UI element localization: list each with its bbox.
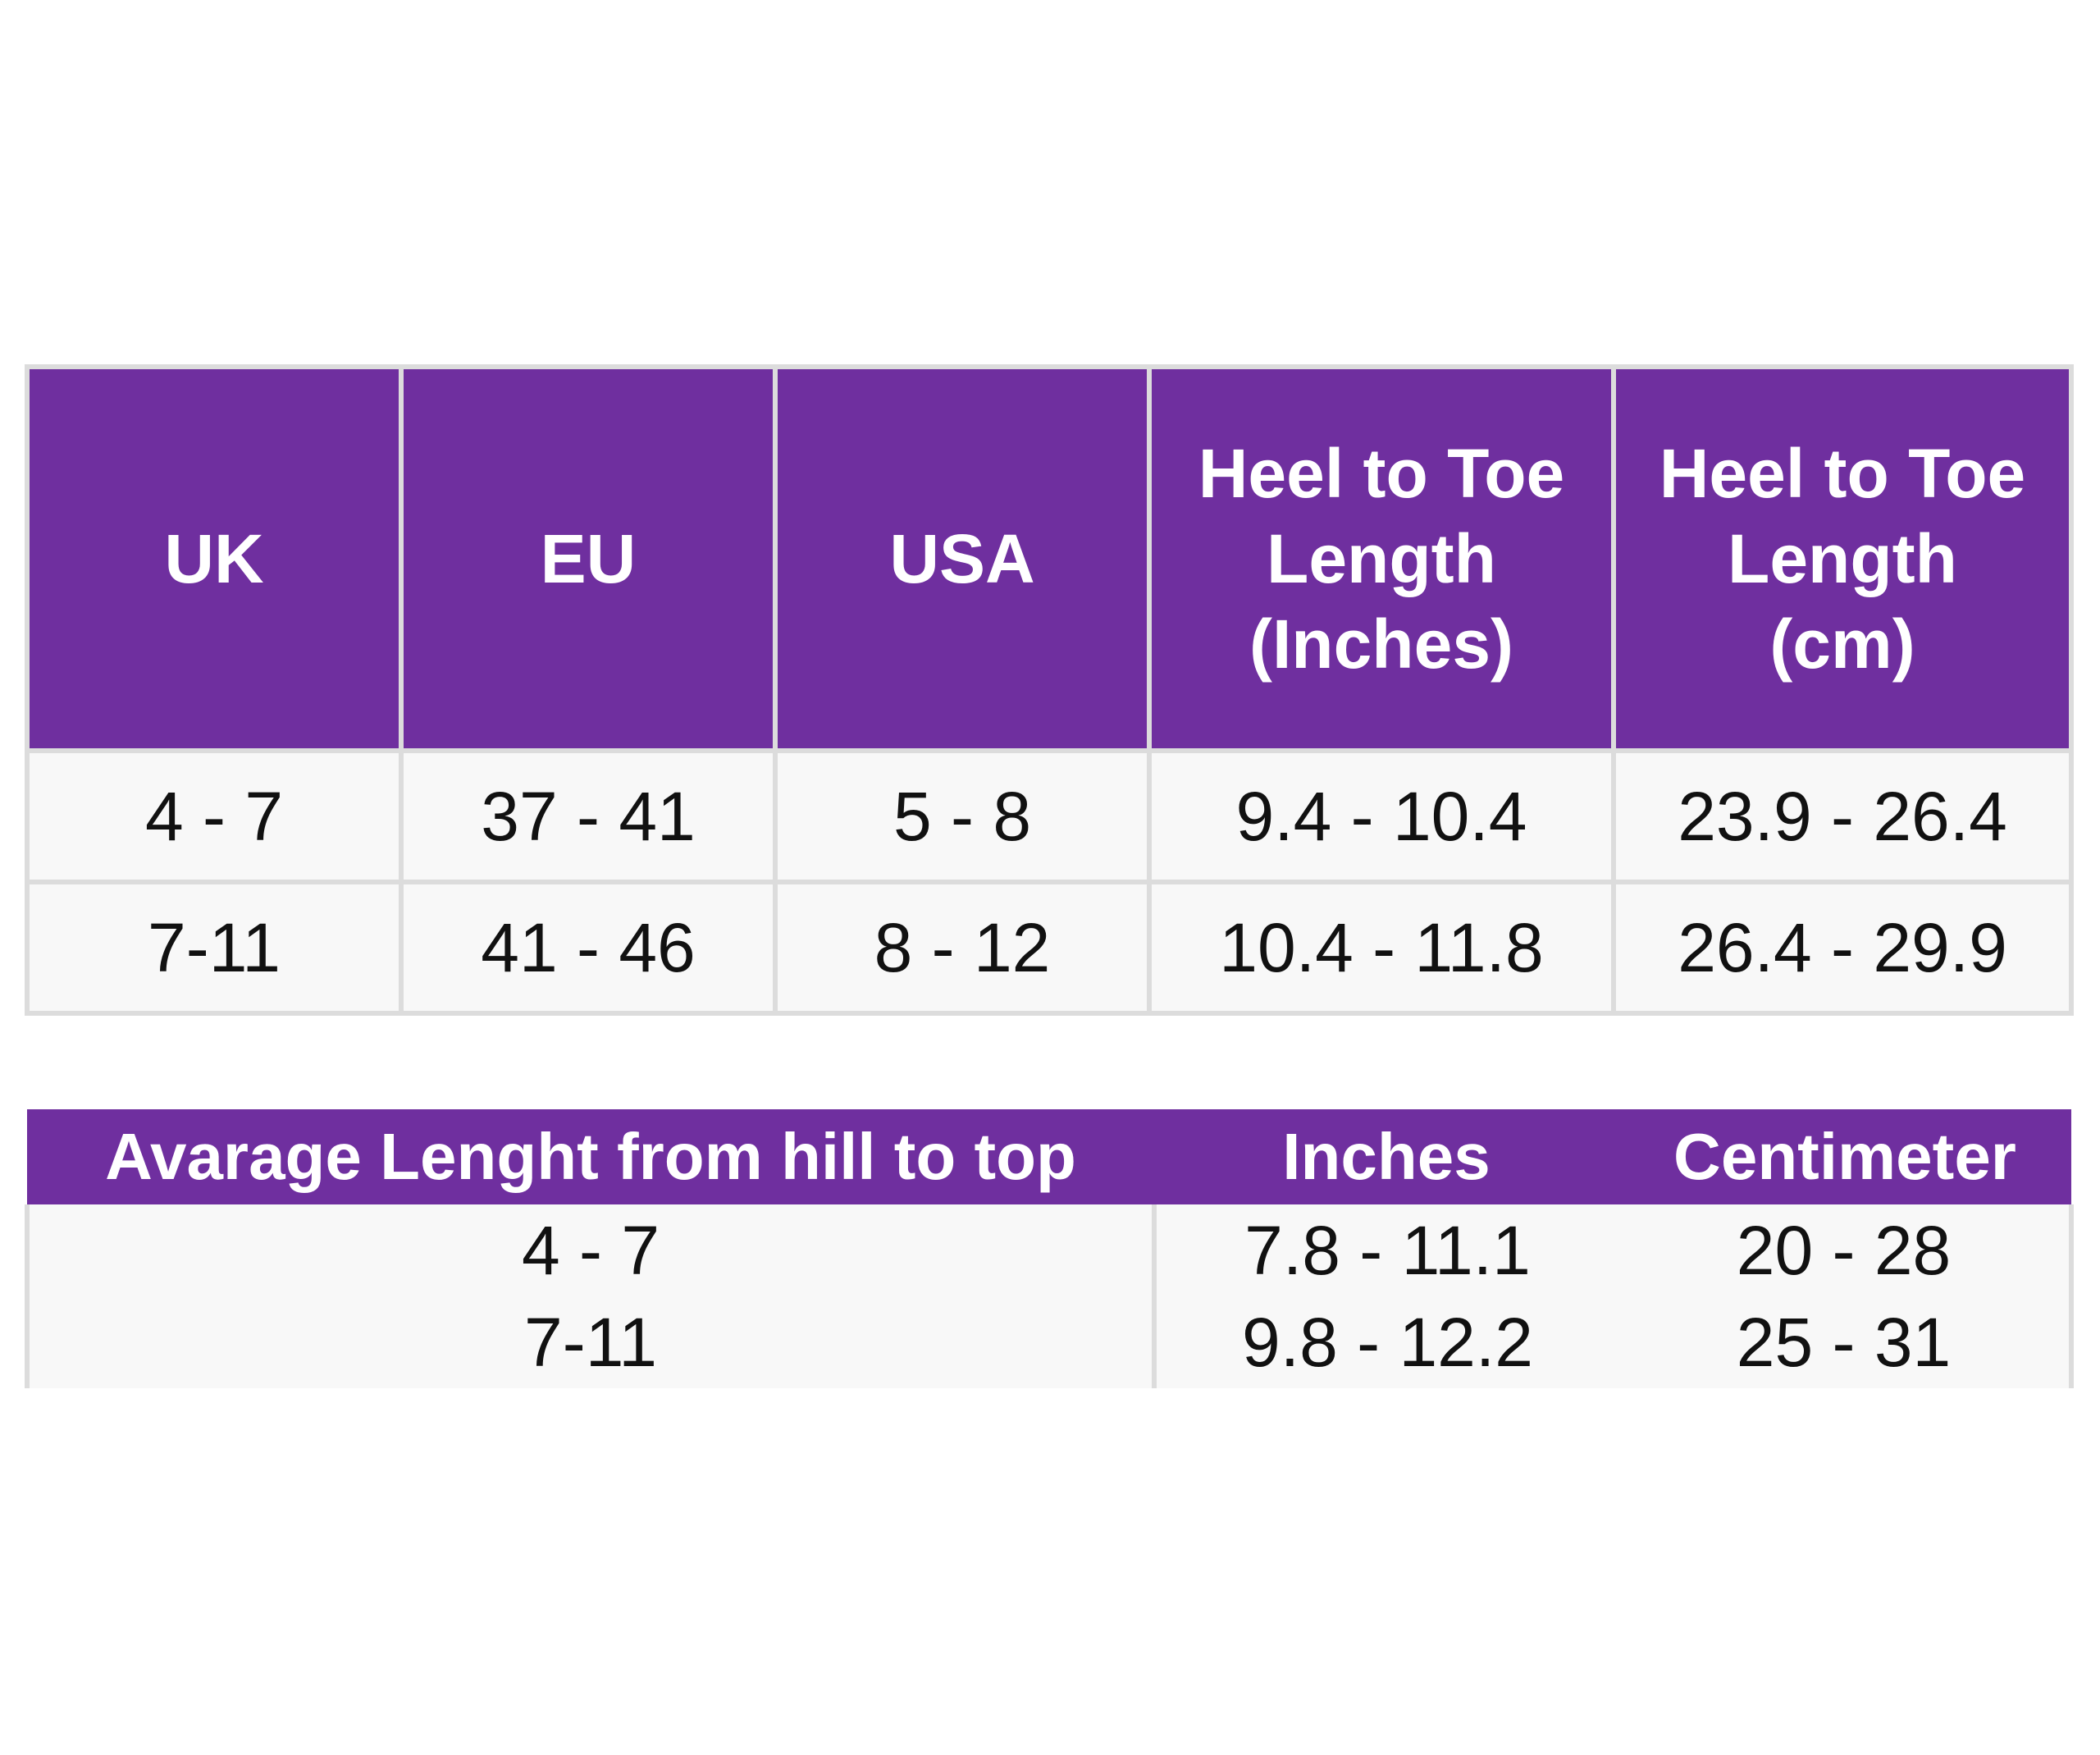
cell-cm: 26.4 - 29.9 bbox=[1611, 880, 2074, 1016]
average-length-table: Avarage Lenght from hill to top Inches C… bbox=[25, 1109, 2074, 1388]
cell-cm: 23.9 - 26.4 bbox=[1611, 748, 2074, 884]
header-usa: USA bbox=[773, 364, 1152, 753]
length-table-header-row: Avarage Lenght from hill to top Inches C… bbox=[27, 1109, 2071, 1204]
cell-inches: 9.4 - 10.4 bbox=[1147, 748, 1616, 884]
header-heel-to-toe-cm: Heel to Toe Length (cm) bbox=[1611, 364, 2074, 753]
size-table-header-row: UK EU USA Heel to Toe Length (Inches) He… bbox=[25, 364, 2074, 753]
header-heel-to-toe-inches: Heel to Toe Length (Inches) bbox=[1147, 364, 1616, 753]
cell-inches: 10.4 - 11.8 bbox=[1147, 880, 1616, 1016]
shoe-size-table: UK EU USA Heel to Toe Length (Inches) He… bbox=[25, 364, 2074, 1016]
cell-size: 7-11 bbox=[25, 1296, 1154, 1388]
cell-inches: 7.8 - 11.1 bbox=[1152, 1204, 1618, 1296]
header-eu: EU bbox=[399, 364, 778, 753]
header-centimeter: Centimeter bbox=[1618, 1109, 2071, 1204]
header-inches-line1: Heel to Toe bbox=[1198, 435, 1565, 512]
header-average-length: Avarage Lenght from hill to top bbox=[27, 1109, 1154, 1204]
table-row: 7-11 9.8 - 12.2 25 - 31 bbox=[25, 1296, 2074, 1388]
cell-usa: 5 - 8 bbox=[773, 748, 1152, 884]
header-cm-line3: (cm) bbox=[1769, 606, 1915, 683]
header-cm-line2: Length bbox=[1728, 520, 1957, 597]
cell-size: 4 - 7 bbox=[25, 1204, 1154, 1296]
cell-cm: 20 - 28 bbox=[1618, 1204, 2074, 1296]
cell-eu: 37 - 41 bbox=[399, 748, 778, 884]
header-inches-line2: Length bbox=[1267, 520, 1496, 597]
cell-uk: 7-11 bbox=[25, 880, 404, 1016]
table-row: 4 - 7 37 - 41 5 - 8 9.4 - 10.4 23.9 - 26… bbox=[25, 748, 2074, 884]
header-inches: Inches bbox=[1154, 1109, 1618, 1204]
cell-eu: 41 - 46 bbox=[399, 880, 778, 1016]
cell-usa: 8 - 12 bbox=[773, 880, 1152, 1016]
cell-inches: 9.8 - 12.2 bbox=[1152, 1296, 1618, 1388]
header-cm-line1: Heel to Toe bbox=[1659, 435, 2026, 512]
header-uk: UK bbox=[25, 364, 404, 753]
cell-cm: 25 - 31 bbox=[1618, 1296, 2074, 1388]
table-row: 4 - 7 7.8 - 11.1 20 - 28 bbox=[25, 1204, 2074, 1296]
table-row: 7-11 41 - 46 8 - 12 10.4 - 11.8 26.4 - 2… bbox=[25, 880, 2074, 1016]
cell-uk: 4 - 7 bbox=[25, 748, 404, 884]
header-inches-line3: (Inches) bbox=[1249, 606, 1514, 683]
